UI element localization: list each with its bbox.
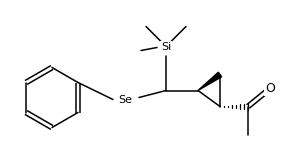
Polygon shape: [198, 72, 222, 90]
Text: Si: Si: [161, 42, 171, 51]
Text: O: O: [265, 82, 275, 95]
Text: Se: Se: [118, 95, 132, 104]
